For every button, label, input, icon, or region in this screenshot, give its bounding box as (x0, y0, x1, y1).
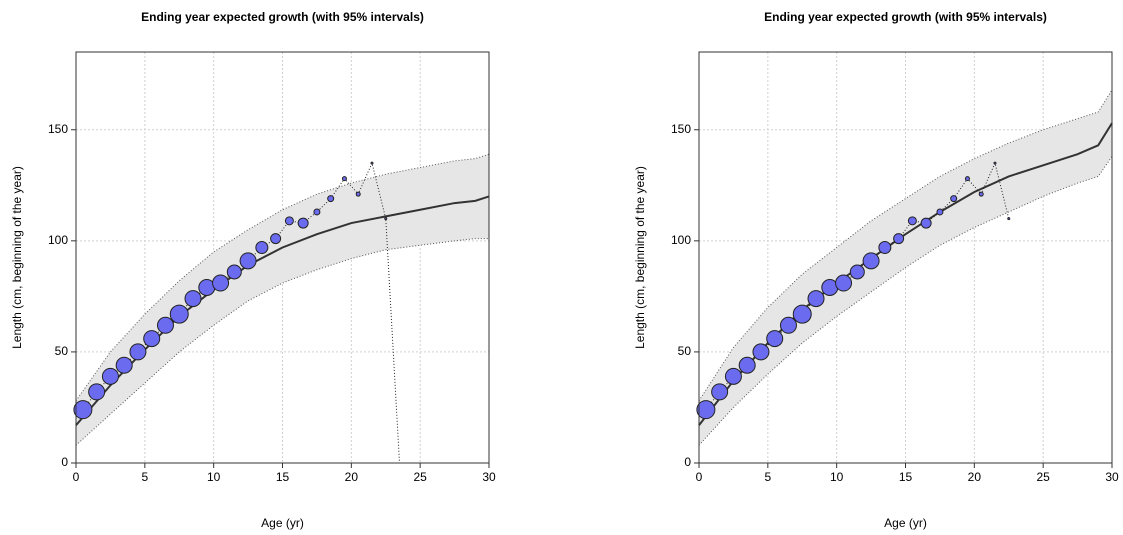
observed-point (779, 316, 797, 334)
observed-point (950, 195, 958, 203)
observed-point (993, 161, 997, 165)
observed-point (270, 233, 282, 245)
observed-point (862, 252, 880, 270)
observed-point (239, 252, 257, 270)
observed-point (920, 217, 932, 229)
observed-point (101, 367, 119, 385)
x-tick-label: 25 (413, 470, 427, 484)
x-tick-label: 0 (73, 470, 80, 484)
observed-point (711, 383, 729, 401)
observed-point (212, 274, 230, 292)
y-tick-label: 0 (61, 455, 68, 469)
y-axis-label: Length (cm, beginning of the year) (633, 166, 647, 349)
observed-point (893, 233, 905, 245)
y-tick-label: 100 (48, 233, 68, 247)
interval-upper (75, 153, 490, 402)
y-tick-label: 100 (671, 233, 691, 247)
observed-point (115, 356, 133, 374)
interval-lower (75, 238, 489, 446)
y-tick-label: 50 (55, 344, 69, 358)
interval-lower (698, 156, 1113, 446)
observed-point (73, 400, 93, 420)
y-axis-label: Length (cm, beginning of the year) (10, 166, 24, 349)
observed-point (724, 367, 742, 385)
x-tick-label: 0 (696, 470, 703, 484)
observed-point (738, 356, 756, 374)
observed-point (849, 264, 865, 280)
observed-point (907, 216, 917, 226)
observed-point (327, 195, 335, 203)
x-tick-label: 10 (830, 470, 844, 484)
observed-point (284, 216, 294, 226)
observed-point (835, 274, 853, 292)
x-tick-label: 20 (345, 470, 359, 484)
observed-line (82, 161, 401, 464)
observed-point (936, 208, 944, 216)
x-axis-label: Age (yr) (261, 516, 304, 530)
observed-point (313, 208, 321, 216)
observed-point (792, 304, 812, 324)
chart-title: Ending year expected growth (with 95% in… (764, 10, 1047, 24)
observed-point (169, 304, 189, 324)
observed-point (1007, 217, 1011, 221)
x-tick-label: 30 (482, 470, 496, 484)
observed-point (297, 217, 309, 229)
observed-point (384, 217, 388, 221)
observed-point (129, 343, 147, 361)
x-tick-label: 10 (207, 470, 221, 484)
observed-point (766, 330, 784, 348)
observed-point (143, 330, 161, 348)
y-tick-label: 50 (678, 344, 692, 358)
x-tick-label: 20 (968, 470, 982, 484)
observed-point (156, 316, 174, 334)
observed-point (752, 343, 770, 361)
observed-point (696, 400, 716, 420)
x-axis-label: Age (yr) (884, 516, 927, 530)
x-tick-label: 30 (1105, 470, 1119, 484)
observed-point (88, 383, 106, 401)
observed-point (226, 264, 242, 280)
observed-point (964, 176, 970, 182)
observed-point (807, 290, 825, 308)
observed-point (184, 290, 202, 308)
x-tick-label: 15 (276, 470, 290, 484)
x-tick-label: 5 (764, 470, 771, 484)
observed-point (878, 241, 892, 255)
observed-point (255, 241, 269, 255)
y-tick-label: 150 (48, 122, 68, 136)
observed-point (341, 176, 347, 182)
observed-point (370, 161, 374, 165)
x-tick-label: 25 (1036, 470, 1050, 484)
observed-point (355, 191, 361, 197)
interval-upper (698, 89, 1113, 402)
observed-point (978, 191, 984, 197)
y-tick-label: 0 (684, 455, 691, 469)
x-tick-label: 15 (899, 470, 913, 484)
y-tick-label: 150 (671, 122, 691, 136)
chart-title: Ending year expected growth (with 95% in… (141, 10, 424, 24)
x-tick-label: 5 (141, 470, 148, 484)
